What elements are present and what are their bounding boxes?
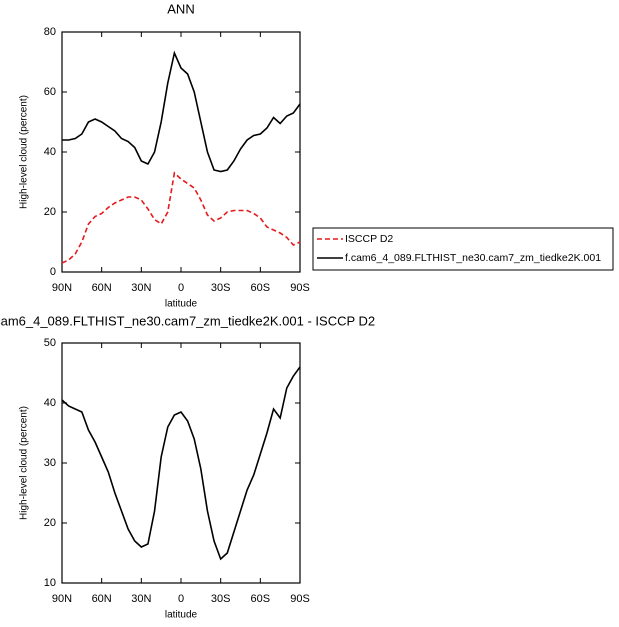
y-tick-label: 20 <box>44 206 56 218</box>
y-tick-label: 40 <box>44 146 56 158</box>
x-tick-label: 60N <box>92 282 112 294</box>
x-tick-label: 30S <box>211 593 231 605</box>
legend-label: f.cam6_4_089.FLTHIST_ne30.cam7_zm_tiedke… <box>345 252 601 264</box>
plot-frame <box>61 31 301 273</box>
x-tick-label: 60N <box>92 593 112 605</box>
y-tick-label: 30 <box>44 457 56 469</box>
y-axis-label: High-level cloud (percent) <box>19 406 30 520</box>
plot-frame <box>61 342 301 584</box>
x-tick-label: 30N <box>131 282 151 294</box>
chart-title: f.cam6_4_089.FLTHIST_ne30.cam7_zm_tiedke… <box>0 313 375 328</box>
data-line <box>61 366 301 561</box>
x-tick-label: 60S <box>251 282 271 294</box>
y-axis-label: High-level cloud (percent) <box>19 95 30 209</box>
y-tick-label: 50 <box>44 337 56 349</box>
chart-title: ANN <box>167 1 194 16</box>
data-line <box>62 50 301 173</box>
x-axis-label: latitude <box>165 610 198 621</box>
x-tick-label: 90S <box>290 593 310 605</box>
x-tick-label: 90N <box>52 593 72 605</box>
x-tick-label: 90N <box>52 282 72 294</box>
y-tick-label: 10 <box>44 577 56 589</box>
y-tick-label: 60 <box>44 86 56 98</box>
x-tick-label: 0 <box>178 593 184 605</box>
legend-box <box>312 227 614 271</box>
x-tick-label: 90S <box>290 282 310 294</box>
x-tick-label: 60S <box>251 593 271 605</box>
x-tick-label: 30S <box>211 282 231 294</box>
x-axis-label: latitude <box>165 299 198 310</box>
x-tick-label: 0 <box>178 282 184 294</box>
data-line <box>61 171 301 264</box>
legend-label: ISCCP D2 <box>345 233 393 245</box>
y-tick-label: 80 <box>44 26 56 38</box>
y-tick-label: 20 <box>44 517 56 529</box>
x-tick-label: 30N <box>131 593 151 605</box>
y-tick-label: 0 <box>50 266 56 278</box>
y-tick-label: 40 <box>44 397 56 409</box>
